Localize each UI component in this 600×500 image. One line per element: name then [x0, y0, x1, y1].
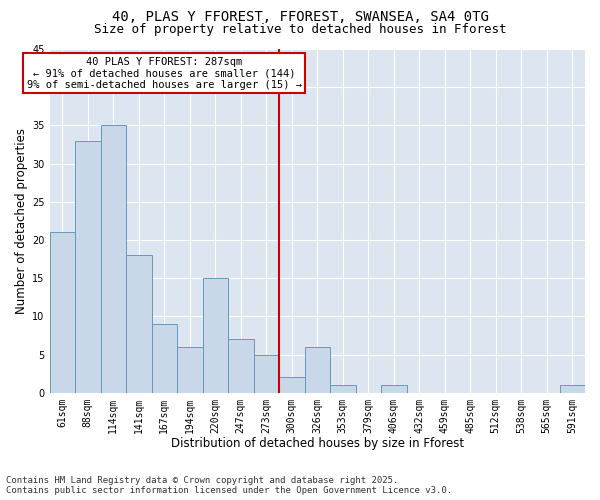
Text: Contains HM Land Registry data © Crown copyright and database right 2025.
Contai: Contains HM Land Registry data © Crown c…: [6, 476, 452, 495]
Bar: [381, 385, 407, 392]
Bar: [279, 378, 305, 392]
Bar: [254, 354, 279, 393]
Y-axis label: Number of detached properties: Number of detached properties: [15, 128, 28, 314]
Text: 40, PLAS Y FFOREST, FFOREST, SWANSEA, SA4 0TG: 40, PLAS Y FFOREST, FFOREST, SWANSEA, SA…: [112, 10, 488, 24]
X-axis label: Distribution of detached houses by size in Fforest: Distribution of detached houses by size …: [171, 437, 464, 450]
Bar: [330, 385, 356, 392]
Bar: [101, 126, 126, 392]
Bar: [152, 324, 177, 392]
Bar: [305, 347, 330, 393]
Bar: [203, 278, 228, 392]
Bar: [177, 347, 203, 393]
Bar: [75, 140, 101, 392]
Text: Size of property relative to detached houses in Fforest: Size of property relative to detached ho…: [94, 22, 506, 36]
Text: 40 PLAS Y FFOREST: 287sqm
← 91% of detached houses are smaller (144)
9% of semi-: 40 PLAS Y FFOREST: 287sqm ← 91% of detac…: [27, 56, 302, 90]
Bar: [126, 255, 152, 392]
Bar: [228, 340, 254, 392]
Bar: [50, 232, 75, 392]
Bar: [560, 385, 585, 392]
